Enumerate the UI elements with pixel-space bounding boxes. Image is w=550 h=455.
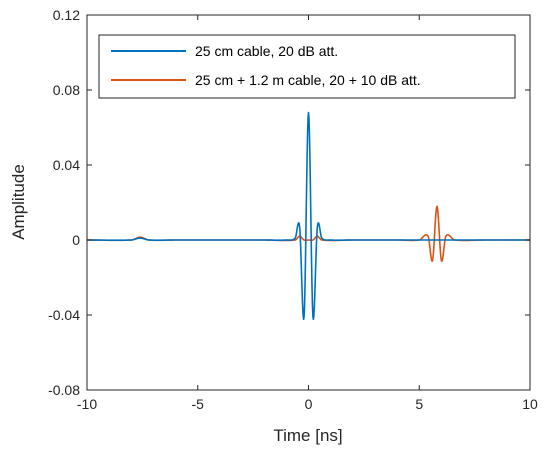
tick-layer: -10 -5 0 5 10 -0.08 -0.04 0 0.04 0.08 0.12	[48, 7, 538, 412]
x-tick-label: 0	[305, 396, 313, 412]
x-tick-label: 5	[415, 396, 423, 412]
legend-label-series-1: 25 cm cable, 20 dB att.	[195, 43, 338, 59]
legend-box	[98, 34, 516, 99]
y-tick-label: -0.04	[48, 307, 80, 323]
x-tick-label: -5	[192, 396, 205, 412]
x-tick-label: 10	[522, 396, 538, 412]
y-tick-label: 0.04	[53, 157, 80, 173]
x-axis-label: Time [ns]	[273, 426, 342, 445]
y-tick-label: -0.08	[48, 382, 80, 398]
y-tick-label: 0.12	[53, 7, 80, 23]
y-tick-label: 0.08	[53, 82, 80, 98]
series-layer	[86, 111, 531, 321]
legend-label-series-2: 25 cm + 1.2 m cable, 20 + 10 dB att.	[195, 72, 421, 88]
legend: 25 cm cable, 20 dB att. 25 cm + 1.2 m ca…	[98, 34, 516, 99]
x-tick-label: -10	[77, 396, 97, 412]
y-axis-label: Amplitude	[9, 164, 28, 240]
y-tick-label: 0	[72, 232, 80, 248]
series-line-1	[86, 111, 531, 321]
